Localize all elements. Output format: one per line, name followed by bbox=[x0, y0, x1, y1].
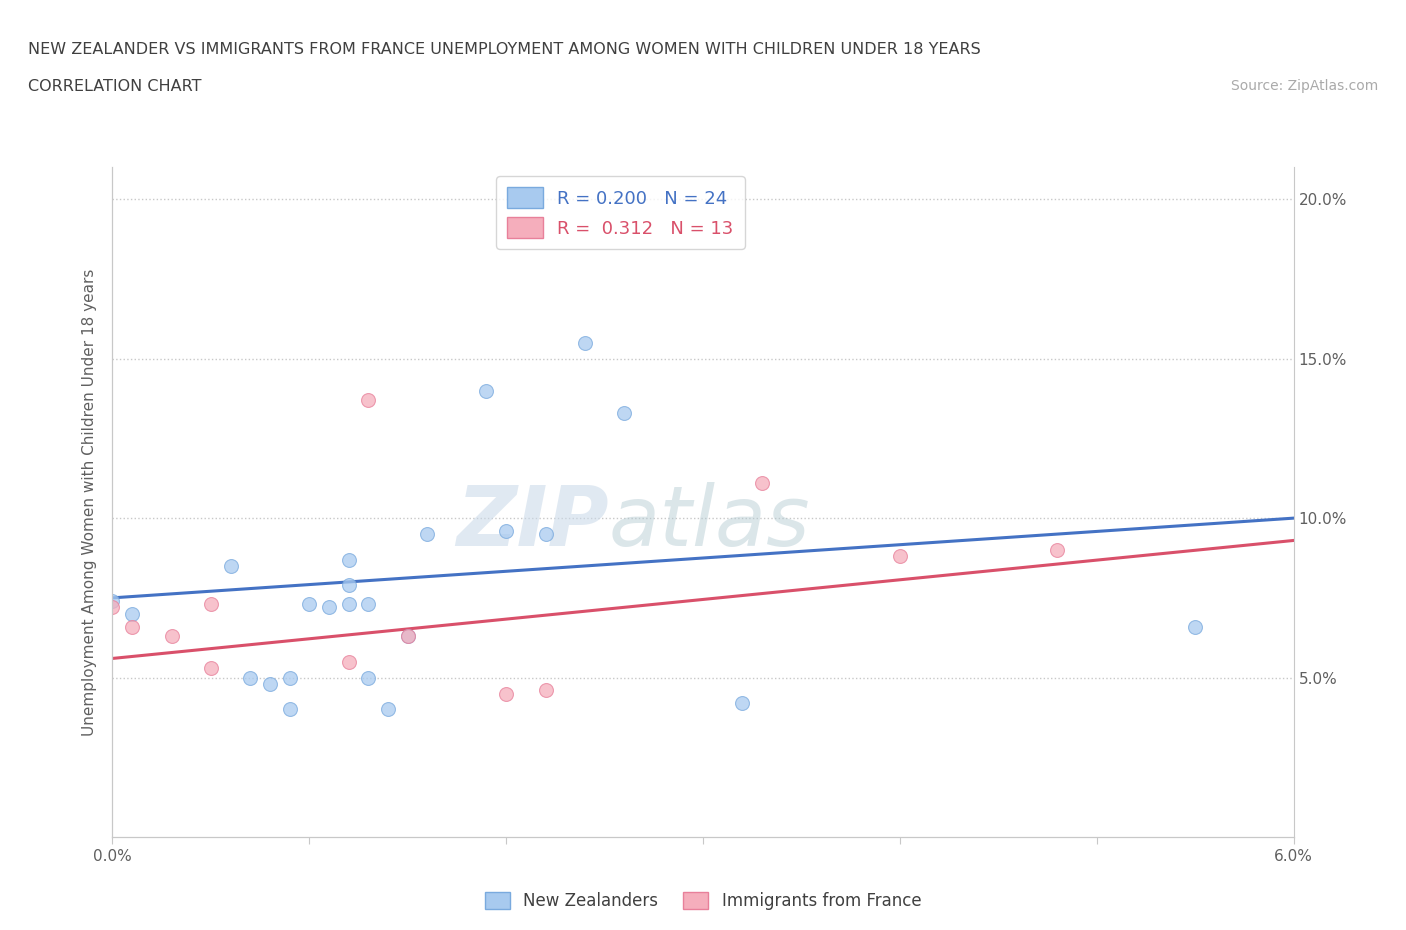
Point bbox=[337, 552, 360, 567]
Point bbox=[889, 549, 911, 564]
Point bbox=[337, 578, 360, 592]
Text: ZIP: ZIP bbox=[456, 482, 609, 563]
Point bbox=[377, 702, 399, 717]
Point bbox=[200, 660, 222, 675]
Text: atlas: atlas bbox=[609, 482, 810, 563]
Legend: New Zealanders, Immigrants from France: New Zealanders, Immigrants from France bbox=[478, 885, 928, 917]
Point bbox=[318, 600, 340, 615]
Point bbox=[475, 383, 498, 398]
Point bbox=[219, 559, 242, 574]
Point bbox=[574, 336, 596, 351]
Legend: R = 0.200   N = 24, R =  0.312   N = 13: R = 0.200 N = 24, R = 0.312 N = 13 bbox=[496, 177, 745, 249]
Point bbox=[200, 597, 222, 612]
Point bbox=[278, 671, 301, 685]
Point bbox=[357, 392, 380, 407]
Y-axis label: Unemployment Among Women with Children Under 18 years: Unemployment Among Women with Children U… bbox=[82, 269, 97, 736]
Point bbox=[121, 619, 143, 634]
Point bbox=[613, 405, 636, 420]
Point bbox=[731, 696, 754, 711]
Point bbox=[751, 475, 773, 490]
Point bbox=[101, 600, 124, 615]
Point bbox=[337, 597, 360, 612]
Point bbox=[239, 671, 262, 685]
Point bbox=[357, 597, 380, 612]
Point bbox=[1184, 619, 1206, 634]
Point bbox=[259, 676, 281, 691]
Point bbox=[495, 524, 517, 538]
Point bbox=[278, 702, 301, 717]
Point bbox=[1046, 542, 1069, 557]
Text: Source: ZipAtlas.com: Source: ZipAtlas.com bbox=[1230, 79, 1378, 93]
Point bbox=[495, 686, 517, 701]
Point bbox=[357, 671, 380, 685]
Point bbox=[101, 593, 124, 608]
Point bbox=[396, 629, 419, 644]
Text: NEW ZEALANDER VS IMMIGRANTS FROM FRANCE UNEMPLOYMENT AMONG WOMEN WITH CHILDREN U: NEW ZEALANDER VS IMMIGRANTS FROM FRANCE … bbox=[28, 42, 981, 57]
Point bbox=[298, 597, 321, 612]
Point bbox=[160, 629, 183, 644]
Point bbox=[396, 629, 419, 644]
Point bbox=[337, 654, 360, 669]
Point bbox=[534, 683, 557, 698]
Text: CORRELATION CHART: CORRELATION CHART bbox=[28, 79, 201, 94]
Point bbox=[121, 606, 143, 621]
Point bbox=[534, 526, 557, 541]
Point bbox=[416, 526, 439, 541]
